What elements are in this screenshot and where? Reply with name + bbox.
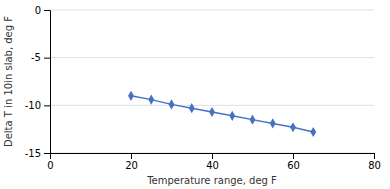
marker <box>250 115 256 125</box>
tick-mark <box>131 153 132 159</box>
tick-mark <box>44 58 50 59</box>
axis-line <box>44 11 51 154</box>
tick-label: -5 <box>31 52 41 63</box>
tick-mark <box>293 153 294 159</box>
tick-label: -15 <box>25 148 41 159</box>
y-axis: 0 -5 -10 -15 <box>25 5 51 159</box>
marker <box>209 107 215 117</box>
chart: 0 20 40 60 80 0 -5 -10 -15 Temperature range, deg… <box>0 0 390 189</box>
tick-mark <box>212 153 213 159</box>
tick-mark <box>44 10 50 11</box>
tick-label: 80 <box>368 160 381 171</box>
tick-label: 60 <box>287 160 300 171</box>
grid <box>50 10 374 153</box>
y-axis-title: Delta T in 10in slab, deg F <box>3 16 14 147</box>
tick-label: 0 <box>47 160 53 171</box>
tick-label: -10 <box>25 100 41 111</box>
tick-label: 20 <box>125 160 138 171</box>
marker <box>229 111 235 121</box>
plot: 0 20 40 60 80 0 -5 -10 -15 <box>25 5 381 171</box>
grid-line <box>50 10 374 11</box>
marker <box>128 91 134 101</box>
grid-line <box>50 105 374 106</box>
tick-mark <box>44 105 50 106</box>
tick: -5 <box>31 52 50 63</box>
marker <box>290 122 296 132</box>
marker <box>189 103 195 113</box>
marker <box>148 95 154 105</box>
tick-label: 40 <box>206 160 219 171</box>
marks <box>128 91 316 137</box>
marker <box>169 99 175 109</box>
tick-mark <box>44 153 50 154</box>
grid-line <box>50 57 374 58</box>
x-axis: 0 20 40 60 80 <box>47 153 381 171</box>
tick: 40 <box>206 153 219 171</box>
marker <box>310 127 316 137</box>
tick: 60 <box>287 153 300 171</box>
tick: -15 <box>25 148 50 159</box>
tick: -10 <box>25 100 50 111</box>
tick-label: 0 <box>35 5 41 16</box>
marker <box>270 118 276 128</box>
tick: 20 <box>125 153 138 171</box>
tick: 80 <box>368 153 381 171</box>
x-axis-title: Temperature range, deg F <box>146 175 277 186</box>
tick: 0 <box>47 153 53 171</box>
tick-mark <box>374 153 375 159</box>
axis-line <box>51 154 375 160</box>
tick: 0 <box>35 5 50 16</box>
line <box>131 96 313 132</box>
